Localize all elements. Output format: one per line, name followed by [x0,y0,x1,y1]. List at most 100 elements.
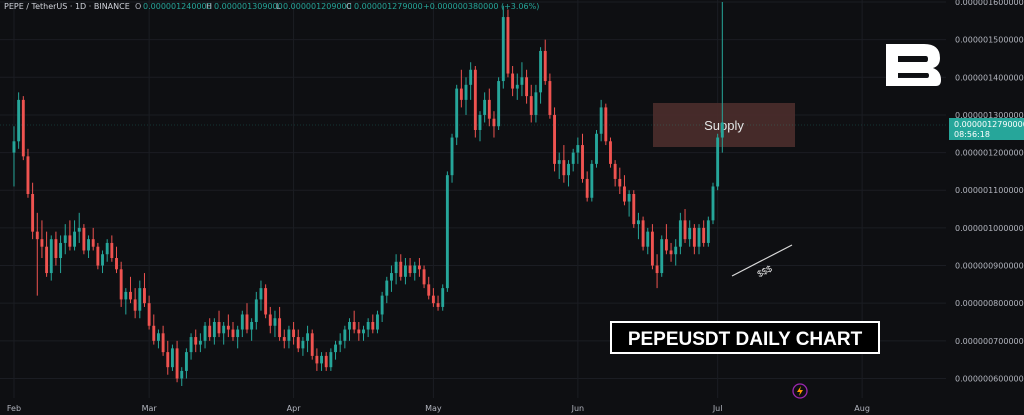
candle-body [585,178,589,198]
candle-body [166,352,170,368]
candle-body [655,265,659,274]
candle-body [688,227,692,240]
candle-body [567,163,570,176]
candle-body [618,178,622,187]
candle-body [711,186,715,221]
candle-body [208,325,212,338]
lightning-icon[interactable] [792,383,808,399]
candle-body [133,299,137,311]
candle-body [254,299,258,322]
close-value: 0.000001279000 [354,2,423,11]
x-tick-label: May [425,404,442,413]
candle-body [17,99,21,142]
candle-body [464,84,468,100]
candle-body [329,352,333,368]
candle-body [422,269,426,285]
candle-body [338,340,342,345]
candle-body [506,17,510,74]
y-tick-label: 0.0000013000000 [955,111,1024,120]
candle-body [483,99,487,115]
title-box [610,321,880,354]
candle-body [245,314,249,330]
candle-body [609,141,612,164]
candle-body [403,265,407,277]
candle-body [599,107,603,134]
candle-body [147,303,151,326]
candle-body [497,81,501,127]
candle-body [646,231,650,247]
candle-body [427,284,431,296]
candle-body [129,291,132,300]
candle-body [706,220,710,243]
candle-body [35,231,39,240]
y-tick-label: 0.0000016000000 [955,0,1024,7]
candle-body [156,333,160,341]
candle-body [278,318,282,338]
last-price-value: 0.0000012790000 [954,120,1024,129]
candle-body [236,329,240,338]
time-axis[interactable]: Feb Mar Apr May Jun Jul Aug [7,404,870,413]
candle-body [21,99,25,157]
x-tick-label: Aug [854,404,870,413]
candle-body [170,348,174,368]
candle-body [557,160,561,164]
candle-body [492,118,496,127]
candle-body [697,227,701,247]
candle-body [292,329,296,338]
candle-body [678,220,682,247]
candle-body [68,235,72,247]
candle-body [459,88,463,100]
candle-body [296,337,300,349]
last-price-tag: 0.0000012790000 08:56:18 [949,118,1024,140]
candle-body [487,99,491,119]
candle-body [264,288,268,315]
countdown-value: 08:56:18 [954,130,990,139]
price-axis[interactable]: 0.0000016000000 0.0000015000000 0.00000140… [955,0,1024,383]
close-label: C [346,2,352,11]
candle-body [54,239,58,258]
candle-body [469,69,473,85]
liquidity-trendline [731,244,793,277]
candle-body [12,141,16,153]
candle-body [287,329,291,341]
change-value: +0.000000380000 (+3.06%) [423,2,539,11]
candle-body [26,156,30,194]
candle-body [660,239,664,274]
candle-body [343,329,347,341]
candle-body [553,114,556,164]
candle-body [478,114,482,130]
candle-body [119,269,123,300]
candle-body [385,280,389,296]
candle-body [315,355,319,364]
candle-body [692,227,696,247]
y-tick-label: 0.0000010000000 [955,224,1024,233]
candle-body [520,77,524,85]
high-value: 0.000001309000 [214,2,283,11]
x-tick-label: Apr [287,404,302,413]
candle-body [417,265,421,270]
y-tick-label: 0.0000012000000 [955,149,1024,158]
candle-body [96,246,100,266]
candle-body [226,325,230,330]
candle-body [357,329,361,334]
candle-body [152,325,156,341]
candle-body [198,340,202,345]
candle-body [515,84,519,89]
candle-body [380,295,384,315]
candle-body [273,318,277,326]
candle-body [91,239,95,247]
candle-body [194,337,198,345]
candle-body [674,246,678,255]
candle-body [310,333,314,356]
candles [12,2,724,386]
candle-body [394,261,398,274]
candle-body [115,258,118,270]
candle-body [455,88,459,138]
candle-body [590,163,594,198]
candle-body [548,81,552,115]
candle-body [683,220,687,240]
high-label: H [206,2,212,11]
candle-body [720,122,724,138]
y-tick-label: 0.0000014000000 [955,73,1024,82]
